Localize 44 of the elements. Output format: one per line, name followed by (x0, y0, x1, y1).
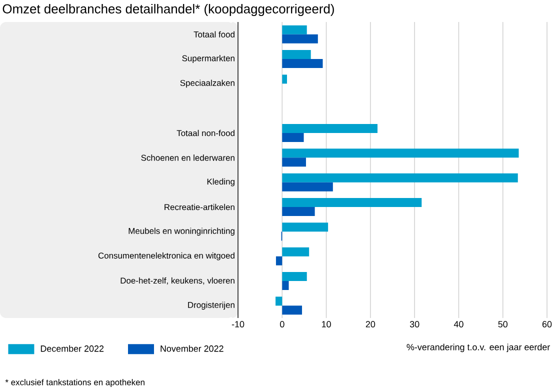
y-tick-label: Doe-het-zelf, keukens, vloeren (120, 277, 234, 285)
bar (276, 256, 282, 266)
x-tick-label: 30 (410, 321, 420, 328)
y-tick-label: Schoenen en lederwaren (141, 154, 234, 161)
text: * exclusief tankstations en apotheken (5, 379, 144, 387)
bar (276, 296, 282, 306)
bar (282, 207, 315, 216)
y-tick-label: Meubels en woninginrichting (128, 228, 234, 236)
bar (282, 281, 289, 290)
x-tick-label: 10 (322, 321, 331, 328)
bar (282, 25, 307, 34)
y-tick-label: Totaal food (194, 31, 234, 38)
bar (282, 306, 302, 315)
bar (282, 182, 333, 192)
legend-label: December 2022 (40, 345, 104, 352)
x-tick-label: -10 (232, 321, 244, 328)
legend-label: November 2022 (160, 345, 224, 352)
y-tick-label: Speciaalzaken (180, 80, 234, 88)
bar (282, 158, 306, 167)
bar (282, 148, 519, 158)
bar (282, 59, 323, 68)
y-tick-label: Consumentenelektronica en witgoed (98, 252, 234, 260)
bar (282, 74, 288, 84)
x-tick-label: 40 (454, 321, 464, 328)
y-tick-label: Drogisterijen (188, 302, 234, 310)
bar (282, 222, 328, 232)
bar (282, 272, 307, 282)
x-tick-label: 20 (366, 321, 376, 328)
bar (282, 124, 378, 133)
y-tick-label: Supermarkten (182, 55, 234, 63)
y-tick-label: Kleding (207, 178, 234, 186)
y-tick-label: Totaal non-food (176, 130, 234, 136)
x-tick-label: 50 (498, 321, 508, 328)
bar (282, 34, 318, 44)
bar (282, 50, 311, 59)
x-tick-label: 60 (542, 321, 552, 328)
x-tick-label: 0 (280, 321, 284, 328)
bar (282, 133, 304, 142)
bar (282, 198, 422, 207)
bar (282, 247, 310, 256)
x-axis-title: %-verandering t.o.v. een jaar eerder (406, 344, 550, 352)
bar (282, 173, 518, 182)
chart-title: Omzet deelbranches detailhandel* (koopdaggecorrigeerd) (2, 4, 334, 16)
y-tick-label: Recreatie-artikelen (164, 204, 234, 210)
